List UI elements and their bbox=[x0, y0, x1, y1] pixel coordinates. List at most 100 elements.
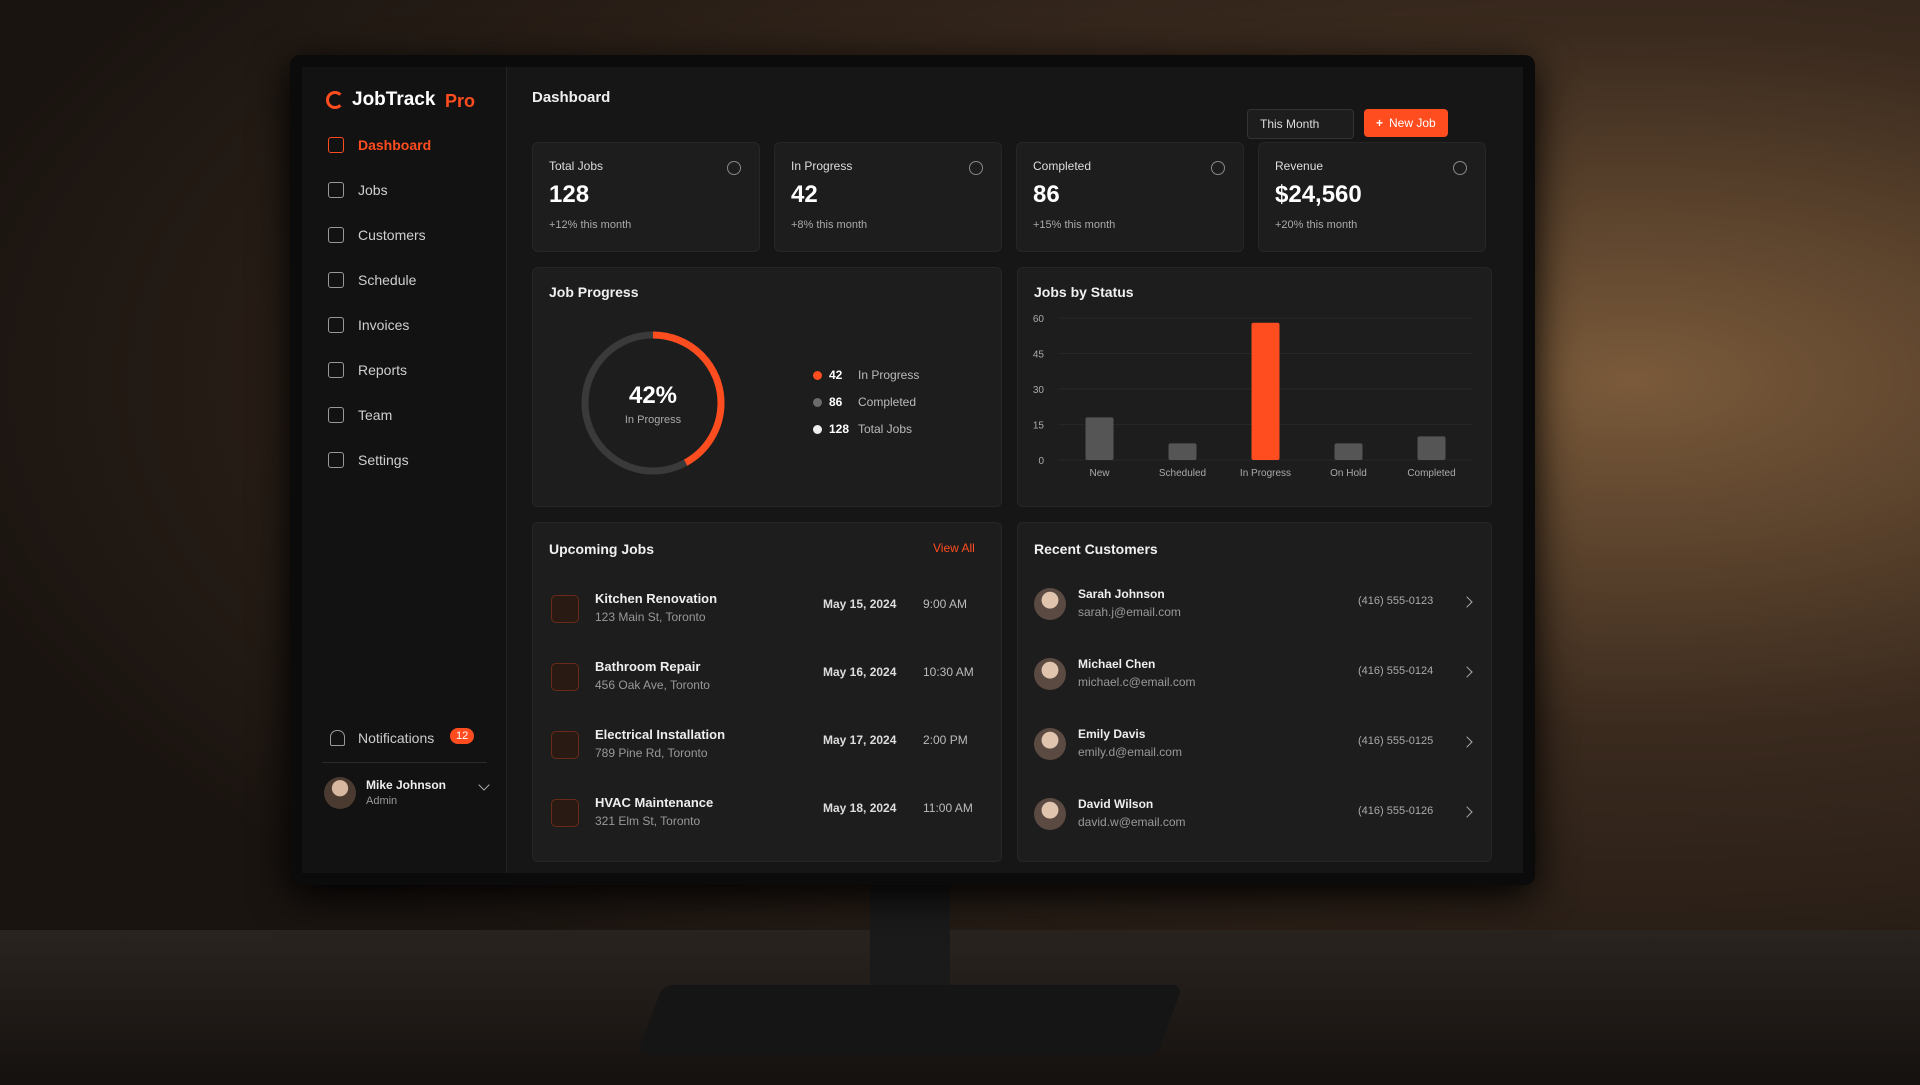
nav-item[interactable]: Invoices bbox=[328, 317, 409, 333]
plus-icon: + bbox=[1376, 116, 1384, 130]
customer-row[interactable]: Emily Davis emily.d@email.com (416) 555-01… bbox=[1018, 718, 1493, 778]
job-address: 321 Elm St, Toronto bbox=[595, 814, 701, 828]
job-row[interactable]: HVAC Maintenance 321 Elm St, Toronto May 1… bbox=[533, 787, 1003, 847]
job-row[interactable]: Bathroom Repair 456 Oak Ave, Toronto May 1… bbox=[533, 651, 1003, 711]
job-time: 2:00 PM bbox=[923, 733, 968, 747]
card-title: Job Progress bbox=[549, 284, 639, 300]
job-name: HVAC Maintenance bbox=[595, 795, 714, 810]
stat-icon bbox=[1453, 161, 1467, 175]
card-title: Upcoming Jobs bbox=[549, 541, 655, 557]
customer-row[interactable]: Sarah Johnson sarah.j@email.com (416) 555-… bbox=[1018, 578, 1493, 638]
user-name: Mike Johnson bbox=[366, 778, 447, 792]
bar bbox=[1417, 436, 1446, 460]
customer-name: David Wilson bbox=[1078, 797, 1154, 811]
brand-name: JobTrack bbox=[352, 89, 436, 110]
job-time: 10:30 AM bbox=[923, 665, 974, 679]
stat-change: +15% this month bbox=[1033, 219, 1116, 231]
stat-value: 128 bbox=[549, 181, 590, 208]
brand-logo bbox=[326, 91, 344, 109]
upcoming-jobs-card: Upcoming Jobs View All Kitchen Renovation 1… bbox=[532, 522, 1002, 862]
view-all-link[interactable]: View All bbox=[933, 541, 975, 555]
legend-label: Total Jobs bbox=[858, 422, 913, 436]
job-time: 11:00 AM bbox=[923, 801, 973, 815]
job-icon bbox=[551, 799, 579, 827]
y-tick-label: 0 bbox=[1038, 456, 1044, 467]
period-select[interactable]: This Month bbox=[1247, 109, 1355, 139]
bar bbox=[1334, 443, 1363, 460]
customer-phone: (416) 555-0123 bbox=[1358, 595, 1434, 607]
bell-icon bbox=[330, 730, 345, 746]
nav-item[interactable]: Dashboard bbox=[328, 137, 431, 153]
job-date: May 17, 2024 bbox=[823, 733, 897, 747]
nav-icon bbox=[328, 362, 344, 378]
screen: JobTrack Pro Dashboard Jobs Customers Schedul… bbox=[302, 67, 1523, 873]
stat-value: 42 bbox=[791, 181, 818, 208]
customer-email: david.w@email.com bbox=[1078, 815, 1186, 829]
legend-count: 42 bbox=[829, 368, 843, 382]
customer-avatar bbox=[1034, 588, 1066, 620]
card-title: Recent Customers bbox=[1034, 541, 1158, 557]
customer-avatar bbox=[1034, 658, 1066, 690]
donut-caption: In Progress bbox=[625, 414, 682, 426]
nav-item[interactable]: Jobs bbox=[328, 182, 388, 198]
legend-count: 128 bbox=[829, 422, 850, 436]
new-job-button[interactable]: + New Job bbox=[1364, 109, 1448, 137]
divider bbox=[322, 762, 487, 763]
job-row[interactable]: Kitchen Renovation 123 Main St, Toronto Ma… bbox=[533, 583, 1003, 643]
notifications-label[interactable]: Notifications bbox=[358, 730, 435, 746]
job-progress-card: Job Progress 42% In Progress 42 In Progress 8… bbox=[532, 267, 1002, 507]
jobs-by-status-card: Jobs by Status 0 15 30 45 60 New Scheduled In Pr… bbox=[1017, 267, 1492, 507]
customer-row[interactable]: David Wilson david.w@email.com (416) 555-0… bbox=[1018, 788, 1493, 848]
customer-phone: (416) 555-0126 bbox=[1358, 805, 1434, 817]
main: Dashboard This Month + New Job Total Jobs 128… bbox=[302, 67, 1523, 873]
stat-value: $24,560 bbox=[1275, 181, 1362, 208]
stat-label: Total Jobs bbox=[549, 159, 604, 173]
stat-label: In Progress bbox=[791, 159, 853, 173]
nav-label: Invoices bbox=[358, 317, 410, 333]
nav-label: Reports bbox=[358, 362, 408, 378]
job-row[interactable]: Electrical Installation 789 Pine Rd, Toro… bbox=[533, 719, 1003, 779]
stat-icon bbox=[727, 161, 741, 175]
nav-icon bbox=[328, 317, 344, 333]
job-icon bbox=[551, 663, 579, 691]
legend-dot bbox=[813, 425, 822, 434]
customer-name: Emily Davis bbox=[1078, 727, 1146, 741]
nav-icon bbox=[328, 137, 344, 153]
stat-card: Completed 86 +15% this month bbox=[1016, 142, 1244, 252]
nav-label: Dashboard bbox=[358, 137, 432, 153]
job-date: May 15, 2024 bbox=[823, 597, 897, 611]
nav-label: Schedule bbox=[358, 272, 417, 288]
nav-label: Customers bbox=[358, 227, 426, 243]
job-address: 456 Oak Ave, Toronto bbox=[595, 678, 710, 692]
nav-item[interactable]: Schedule bbox=[328, 272, 416, 288]
customer-row[interactable]: Michael Chen michael.c@email.com (416) 555… bbox=[1018, 648, 1493, 708]
stat-label: Revenue bbox=[1275, 159, 1324, 173]
nav-item[interactable]: Reports bbox=[328, 362, 407, 378]
chevron bbox=[1461, 666, 1473, 678]
customer-phone: (416) 555-0125 bbox=[1358, 735, 1434, 747]
nav-icon bbox=[328, 452, 344, 468]
nav-icon bbox=[328, 407, 344, 423]
job-address: 789 Pine Rd, Toronto bbox=[595, 746, 708, 760]
job-icon bbox=[551, 595, 579, 623]
button-label: New Job bbox=[1389, 116, 1436, 130]
sidebar: JobTrack Pro Dashboard Jobs Customers Schedul… bbox=[302, 67, 507, 873]
job-time: 9:00 AM bbox=[923, 597, 968, 611]
user-avatar bbox=[324, 777, 356, 809]
chevron bbox=[1461, 596, 1473, 608]
job-name: Electrical Installation bbox=[595, 727, 726, 742]
stat-change: +8% this month bbox=[791, 219, 868, 231]
bar bbox=[1251, 322, 1280, 460]
card-title: Jobs by Status bbox=[1034, 284, 1134, 300]
nav-item[interactable]: Customers bbox=[328, 227, 426, 243]
nav-item[interactable]: Settings bbox=[328, 452, 409, 468]
nav-label: Settings bbox=[358, 452, 409, 468]
chevron bbox=[1461, 806, 1473, 818]
nav-item[interactable]: Team bbox=[328, 407, 392, 423]
nav-label: Jobs bbox=[358, 182, 388, 198]
customer-phone: (416) 555-0124 bbox=[1358, 665, 1434, 677]
stat-card: In Progress 42 +8% this month bbox=[774, 142, 1002, 252]
x-tick-label: Completed bbox=[1407, 468, 1455, 479]
job-icon bbox=[551, 731, 579, 759]
